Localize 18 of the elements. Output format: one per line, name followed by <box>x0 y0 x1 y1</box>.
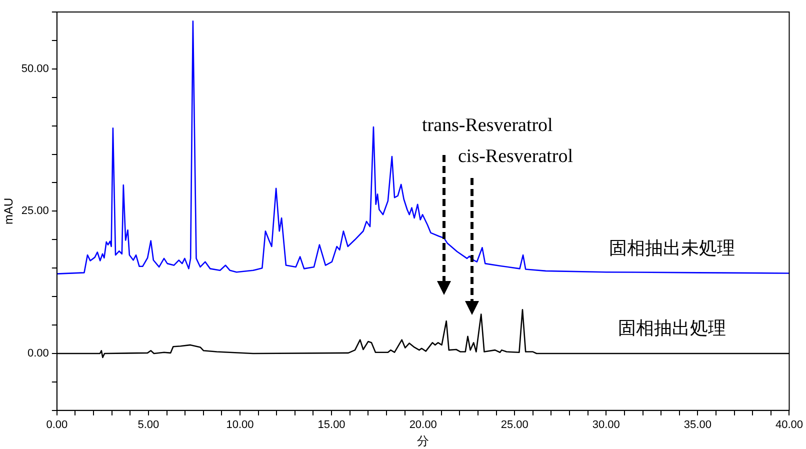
y-tick-label: 0.00 <box>28 348 49 360</box>
annotation: trans-Resveratrol <box>422 115 553 137</box>
x-tick-label: 20.00 <box>409 419 437 432</box>
x-tick-label: 40.00 <box>775 419 803 432</box>
y-tick-label: 50.00 <box>21 62 49 75</box>
x-tick-label: 15.00 <box>318 419 346 432</box>
y-axis-title: mAU <box>2 198 16 225</box>
x-tick-label: 35.00 <box>684 419 712 432</box>
series-label: 固相抽出未処理 <box>609 238 736 259</box>
x-tick-label: 10.00 <box>226 419 254 432</box>
y-tick-label: 25.00 <box>21 205 49 218</box>
x-axis-title: 分 <box>417 434 430 448</box>
series-label: 固相抽出処理 <box>618 318 726 340</box>
x-tick-label: 5.00 <box>138 419 160 432</box>
annotation: cis-Resveratrol <box>458 146 574 168</box>
x-tick-label: 25.00 <box>500 419 528 432</box>
x-tick-label: 30.00 <box>592 419 620 432</box>
x-tick-label: 0.00 <box>46 419 68 432</box>
